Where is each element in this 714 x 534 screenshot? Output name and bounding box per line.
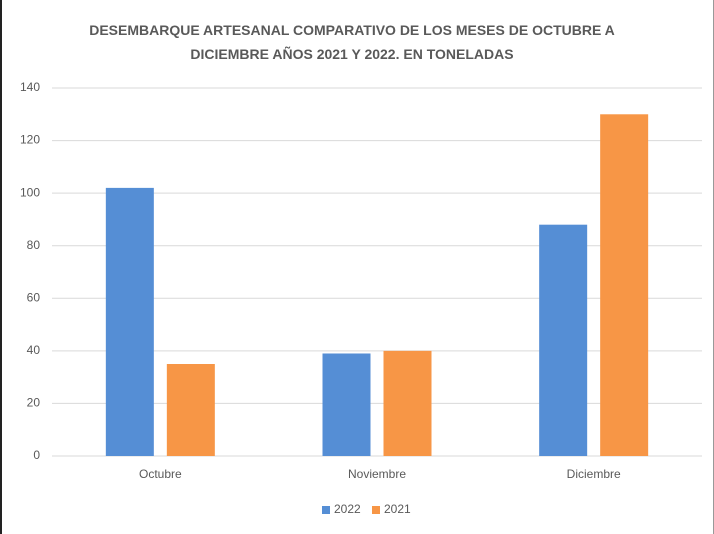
bar	[322, 353, 371, 456]
x-tick-label: Noviembre	[348, 467, 406, 481]
legend-label: 2021	[384, 502, 411, 516]
bar	[539, 224, 588, 456]
legend-swatch	[372, 506, 380, 514]
y-tick-label: 120	[20, 133, 40, 147]
y-tick-label: 0	[33, 448, 40, 462]
x-tick-label: Octubre	[139, 467, 182, 481]
y-tick-label: 60	[27, 290, 41, 304]
y-tick-label: 140	[20, 80, 40, 94]
y-tick-label: 20	[27, 396, 41, 410]
chart-title: DESEMBARQUE ARTESANAL COMPARATIVO DE LOS…	[89, 22, 615, 62]
legend-swatch	[322, 506, 330, 514]
bar	[383, 350, 432, 456]
x-tick-label: Diciembre	[567, 467, 621, 481]
bar	[600, 114, 649, 457]
y-tick-label: 40	[27, 343, 41, 357]
y-tick-label: 80	[27, 238, 41, 252]
legend-label: 2022	[334, 502, 361, 516]
bar	[166, 364, 215, 456]
y-tick-label: 100	[20, 185, 40, 199]
bar	[105, 187, 154, 456]
